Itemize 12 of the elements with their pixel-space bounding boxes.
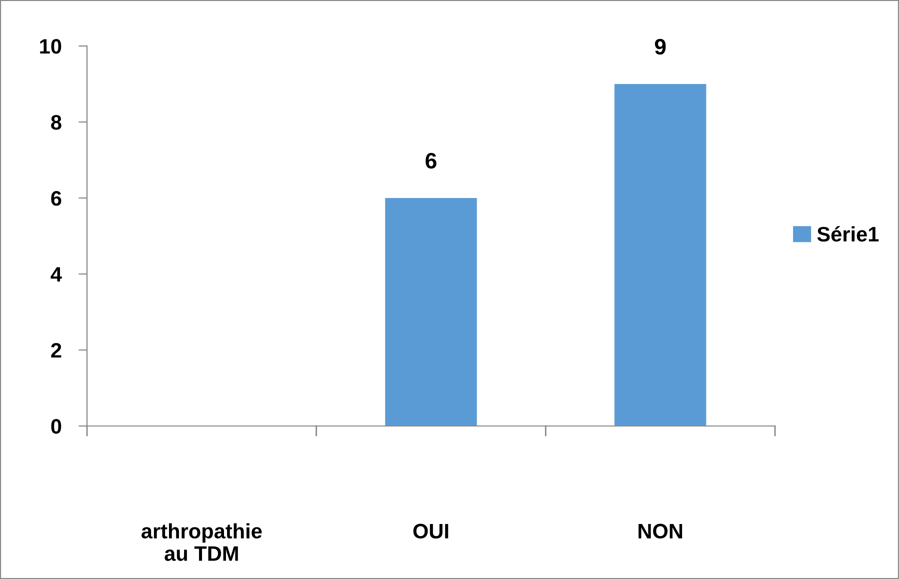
data-label: 6 — [426, 152, 436, 169]
y-tick-label: 4 — [50, 267, 62, 282]
x-tick-label: arthropathie au TDM — [142, 523, 262, 561]
y-tick-label: 0 — [51, 419, 62, 434]
y-tick-label: 10 — [40, 39, 62, 54]
x-tick-label: OUI — [413, 524, 448, 539]
y-tick-label: 2 — [51, 343, 62, 358]
x-tick-label: NON — [638, 524, 682, 539]
y-tick-label: 8 — [51, 115, 62, 130]
legend-label: Série1 — [817, 226, 879, 242]
data-label: 9 — [654, 38, 666, 55]
y-tick-label: 6 — [51, 191, 62, 206]
